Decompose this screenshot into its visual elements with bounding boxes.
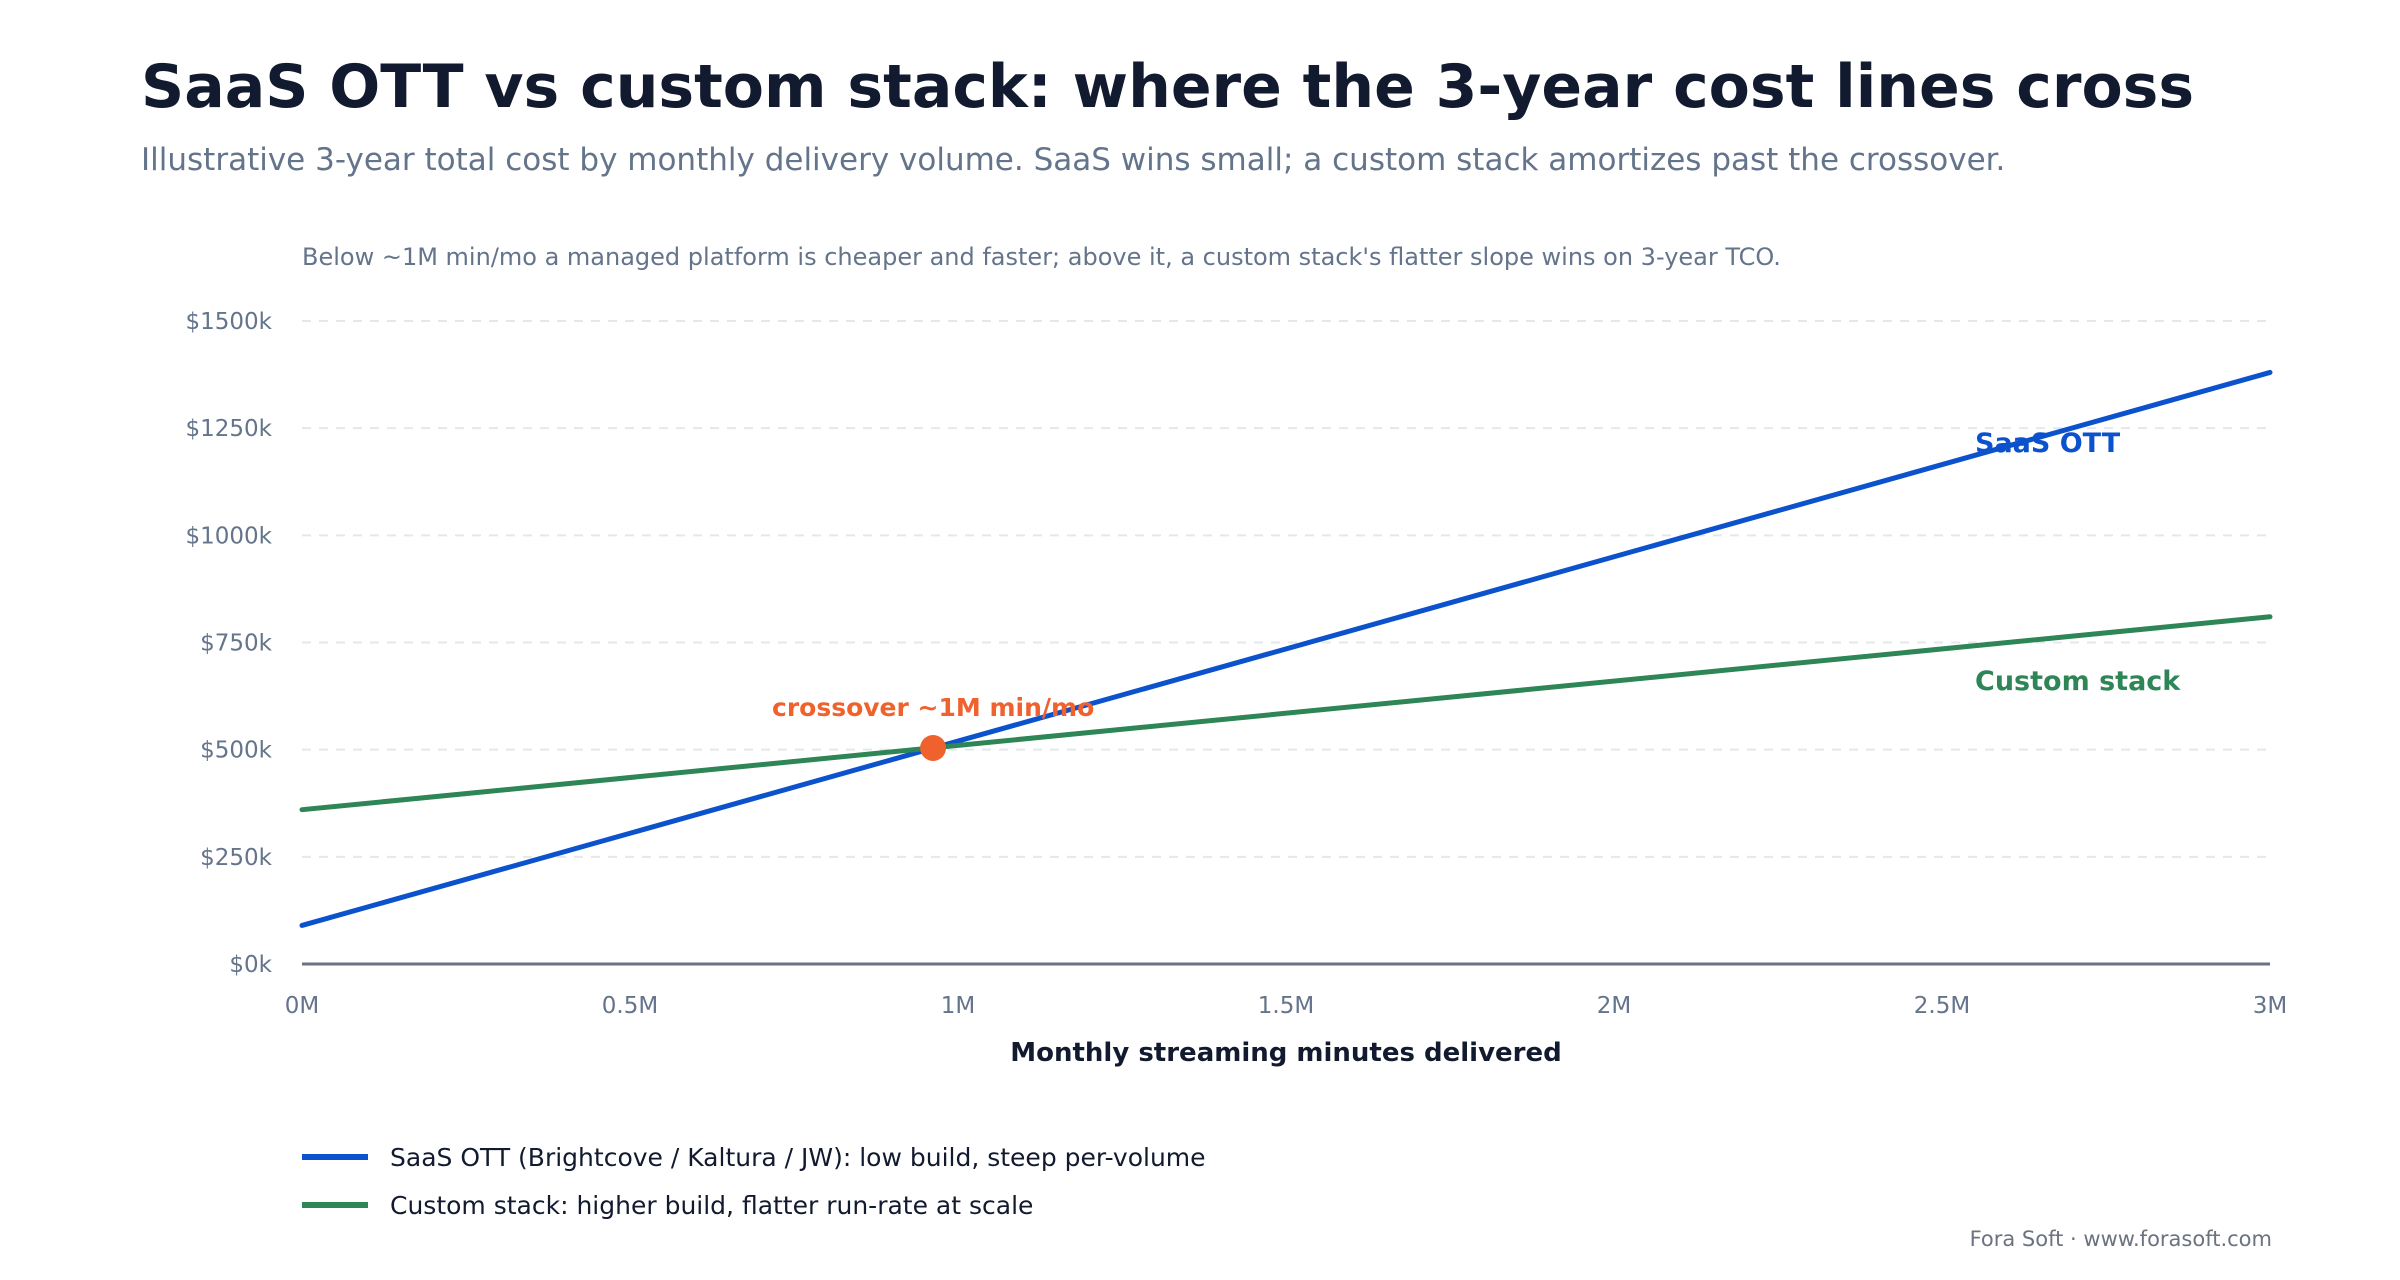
y-tick-label: $0k [229, 952, 272, 978]
gridlines [302, 320, 2270, 858]
x-tick-label: 2M [1597, 993, 1631, 1019]
x-axis-title: Monthly streaming minutes delivered [1010, 1038, 1562, 1068]
x-tick-label: 1M [941, 993, 975, 1019]
y-tick-label: $1000k [186, 523, 273, 549]
x-tick-label: 1.5M [1258, 993, 1314, 1019]
y-tick-label: $1500k [186, 309, 273, 335]
x-tick-label: 3M [2253, 993, 2287, 1019]
x-tick-label: 2.5M [1914, 993, 1970, 1019]
y-tick-label: $250k [200, 845, 273, 871]
y-axis-ticks: $0k $250k $500k $750k $1000k $1250k $1500k [186, 309, 273, 978]
legend-entry-1: Custom stack: higher build, flatter run-… [390, 1191, 1033, 1220]
chart-note: Below ~1M min/mo a managed platform is c… [302, 243, 1781, 271]
y-tick-label: $750k [200, 631, 273, 657]
y-tick-label: $500k [200, 738, 273, 764]
y-tick-label: $1250k [186, 416, 273, 442]
series-line-0 [299, 369, 2273, 928]
chart-subtitle: Illustrative 3-year total cost by monthl… [141, 142, 2006, 178]
crossover-annotation: crossover ~1M min/mo [772, 693, 1094, 761]
crossover-label: crossover ~1M min/mo [772, 693, 1094, 722]
x-axis-ticks: 0M 0.5M 1M 1.5M 2M 2.5M 3M [285, 993, 2287, 1019]
x-tick-label: 0.5M [602, 993, 658, 1019]
series-label-0: SaaS OTT [1975, 428, 2121, 459]
series-lines [299, 369, 2273, 928]
series-label-1: Custom stack [1975, 666, 2181, 697]
series-labels: SaaS OTT Custom stack [1975, 428, 2181, 697]
series-line-1 [299, 614, 2273, 813]
legend: SaaS OTT (Brightcove / Kaltura / JW): lo… [302, 1143, 1206, 1220]
credit-text: Fora Soft · www.forasoft.com [1970, 1227, 2272, 1251]
legend-entry-0: SaaS OTT (Brightcove / Kaltura / JW): lo… [390, 1143, 1206, 1172]
crossover-point [920, 734, 947, 761]
x-tick-label: 0M [285, 993, 319, 1019]
chart-title: SaaS OTT vs custom stack: where the 3-ye… [141, 52, 2195, 122]
